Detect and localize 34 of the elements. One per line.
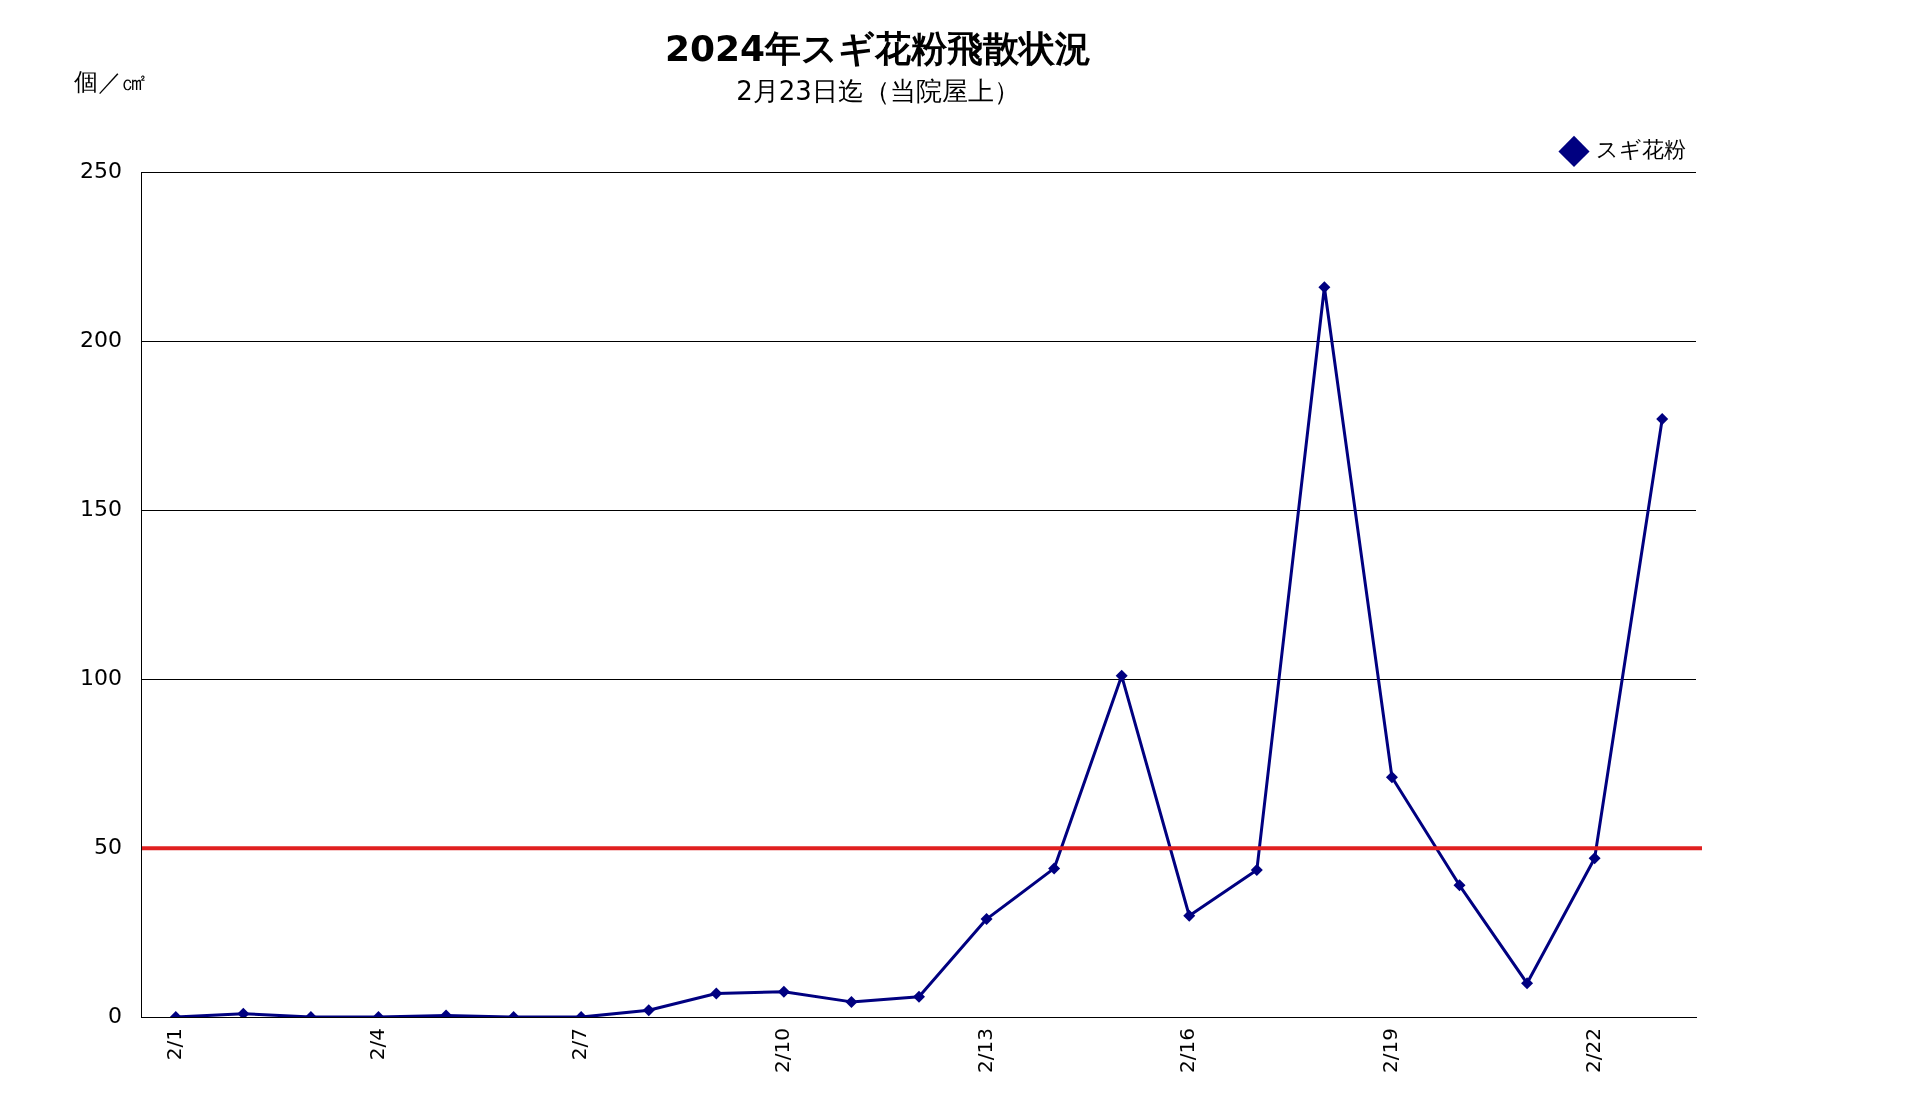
x-tick-label: 2/1 xyxy=(161,1028,186,1061)
point xyxy=(845,995,858,1008)
y-axis-title: 個／㎠ xyxy=(74,67,146,98)
chart-title: 2024年スギ花粉飛散状況 xyxy=(664,27,1092,69)
point xyxy=(710,987,723,1000)
point xyxy=(1115,669,1128,682)
point xyxy=(913,990,925,1003)
x-tick-label: 2/10 xyxy=(770,1028,795,1074)
y-tick-label: 250 xyxy=(79,158,122,184)
y-tick-label: 50 xyxy=(93,833,122,859)
x-tick-label: 2/16 xyxy=(1175,1028,1200,1074)
point xyxy=(237,1007,250,1018)
point xyxy=(980,913,993,926)
y-tick-label: 150 xyxy=(79,495,122,521)
point xyxy=(1588,852,1601,865)
x-tick-label: 2/13 xyxy=(972,1028,997,1074)
y-tick-label: 0 xyxy=(107,1002,122,1028)
point xyxy=(1183,909,1196,922)
point xyxy=(642,1004,655,1017)
point xyxy=(1385,771,1398,784)
y-tick-label: 200 xyxy=(79,327,122,353)
point xyxy=(1250,864,1263,877)
point xyxy=(1453,879,1466,892)
x-tick-label: 2/19 xyxy=(1378,1028,1403,1074)
x-tick-label: 2/7 xyxy=(567,1028,592,1061)
chart-subtitle: 2月23日迄（当院屋上） xyxy=(736,75,1020,106)
x-tick-label: 2/22 xyxy=(1580,1028,1605,1074)
y-tick-label: 100 xyxy=(79,664,122,690)
x-tick-label: 2/4 xyxy=(364,1028,389,1061)
point xyxy=(1048,862,1061,875)
point xyxy=(1656,413,1669,426)
point xyxy=(777,985,790,998)
legend-label: スギ花粉 xyxy=(1596,137,1686,163)
point xyxy=(1521,977,1534,990)
